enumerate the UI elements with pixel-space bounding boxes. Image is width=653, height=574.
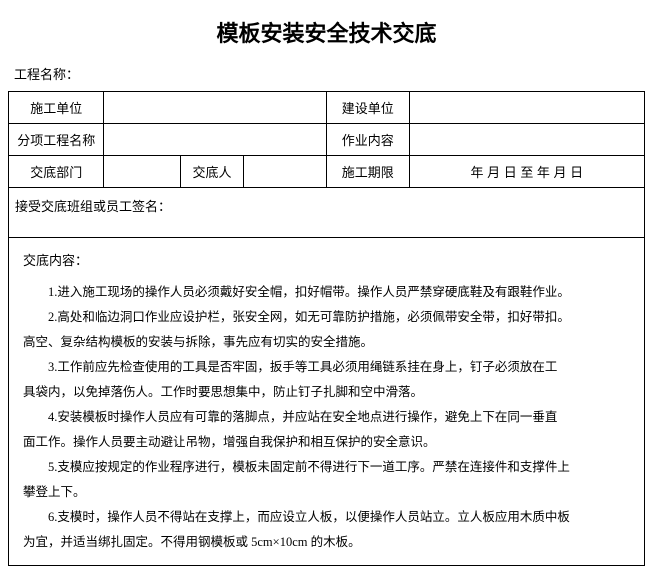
label-discloser: 交底人: [180, 156, 244, 188]
field-disclosure-dept[interactable]: [104, 156, 180, 188]
content-para-4a: 4.安装模板时操作人员应有可靠的落脚点，并应站在安全地点进行操作，避免上下在同一…: [23, 405, 630, 430]
row-signature: 接受交底班组或员工签名：: [9, 188, 645, 238]
label-work-content: 作业内容: [326, 124, 409, 156]
content-para-2b: 高空、复杂结构模板的安装与拆除，事先应有切实的安全措施。: [23, 330, 630, 355]
content-para-3a: 3.工作前应先检查使用的工具是否牢固，扳手等工具必须用绳链系挂在身上，钉子必须放…: [23, 355, 630, 380]
content-para-5a: 5.支模应按规定的作业程序进行，模板未固定前不得进行下一道工序。严禁在连接件和支…: [23, 455, 630, 480]
field-discloser[interactable]: [244, 156, 327, 188]
row-content: 交底内容： 1.进入施工现场的操作人员必须戴好安全帽，扣好帽带。操作人员严禁穿硬…: [9, 238, 645, 566]
content-para-3b: 具袋内，以免掉落伤人。工作时要思想集中，防止钉子扎脚和空中滑落。: [23, 380, 630, 405]
content-para-6a: 6.支模时，操作人员不得站在支撑上，而应设立人板，以便操作人员站立。立人板应用木…: [23, 505, 630, 530]
content-para-2a: 2.高处和临边洞口作业应设护栏，张安全网，如无可靠防护措施，必须佩带安全带，扣好…: [23, 305, 630, 330]
content-header: 交底内容：: [23, 248, 630, 274]
content-cell: 交底内容： 1.进入施工现场的操作人员必须戴好安全帽，扣好帽带。操作人员严禁穿硬…: [9, 238, 645, 566]
page-title: 模板安装安全技术交底: [8, 8, 645, 60]
content-para-6b: 为宜，并适当绑扎固定。不得用钢模板或 5cm×10cm 的木板。: [23, 530, 630, 555]
label-sub-project: 分项工程名称: [9, 124, 104, 156]
content-para-1: 1.进入施工现场的操作人员必须戴好安全帽，扣好帽带。操作人员严禁穿硬底鞋及有跟鞋…: [23, 280, 630, 305]
label-build-unit: 建设单位: [326, 92, 409, 124]
label-signature: 接受交底班组或员工签名：: [9, 188, 645, 238]
field-period: 年 月 日 至 年 月 日: [409, 156, 644, 188]
content-para-5b: 攀登上下。: [23, 480, 630, 505]
label-period: 施工期限: [326, 156, 409, 188]
row-subproject: 分项工程名称 作业内容: [9, 124, 645, 156]
content-para-4b: 面工作。操作人员要主动避让吊物，增强自我保护和相互保护的安全意识。: [23, 430, 630, 455]
field-build-unit[interactable]: [409, 92, 644, 124]
label-disclosure-dept: 交底部门: [9, 156, 104, 188]
label-construction-unit: 施工单位: [9, 92, 104, 124]
row-disclosure: 交底部门 交底人 施工期限 年 月 日 至 年 月 日: [9, 156, 645, 188]
field-work-content[interactable]: [409, 124, 644, 156]
field-sub-project[interactable]: [104, 124, 327, 156]
row-units: 施工单位 建设单位: [9, 92, 645, 124]
project-name-label: 工程名称：: [8, 60, 645, 91]
field-construction-unit[interactable]: [104, 92, 327, 124]
form-table: 施工单位 建设单位 分项工程名称 作业内容 交底部门 交底人 施工期限 年 月 …: [8, 91, 645, 566]
